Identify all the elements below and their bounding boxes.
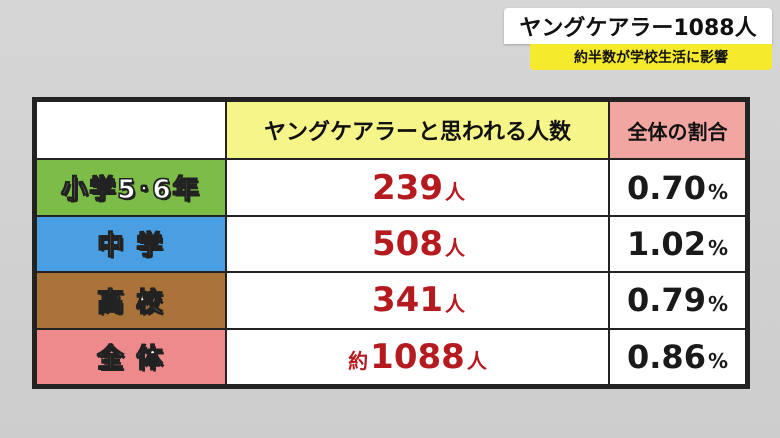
ratio-cell: 0.79%: [608, 271, 747, 330]
count-value: 508: [372, 223, 443, 264]
count-cell: 239 人: [225, 158, 610, 217]
header-ratio-cell: 全体の割合: [608, 99, 747, 161]
row-label: 小学5･6年: [35, 158, 227, 217]
ratio-cell: 1.02%: [608, 214, 747, 274]
ratio-value: 1.02: [627, 224, 706, 263]
caption-subtitle: 約半数が学校生活に影響: [530, 44, 772, 70]
ratio-value: 0.79: [627, 281, 706, 320]
count-cell: 約1088 人: [225, 327, 610, 387]
ratio-unit: %: [707, 235, 728, 260]
header-blank-cell: [35, 99, 227, 161]
table-row: 中 学 508 人 1.02%: [35, 214, 747, 274]
count-value: 239: [372, 167, 443, 208]
data-table-panel: ヤングケアラーと思われる人数 全体の割合 小学5･6年 239 人 0.70% 中…: [32, 97, 750, 389]
young-carer-table: ヤングケアラーと思われる人数 全体の割合 小学5･6年 239 人 0.70% 中…: [35, 99, 747, 387]
row-label: 高 校: [35, 271, 227, 330]
count-unit: 人: [444, 179, 465, 204]
caption-box: ヤングケアラー1088人 約半数が学校生活に影響: [504, 8, 772, 70]
ratio-value: 0.86: [627, 337, 706, 376]
count-unit: 人: [444, 235, 465, 260]
count-value: 1088: [370, 336, 465, 377]
count-unit: 人: [466, 348, 487, 373]
table-row: 小学5･6年 239 人 0.70%: [35, 158, 747, 217]
ratio-cell: 0.86%: [608, 327, 747, 387]
table-row: 高 校 341 人 0.79%: [35, 271, 747, 330]
count-unit: 人: [444, 292, 465, 317]
ratio-unit: %: [707, 348, 728, 373]
row-label: 中 学: [35, 214, 227, 274]
row-label: 全 体: [35, 327, 227, 387]
caption-title: ヤングケアラー1088人: [504, 8, 772, 44]
count-prefix: 約: [348, 348, 369, 373]
ratio-value: 0.70: [627, 168, 706, 207]
table-header-row: ヤングケアラーと思われる人数 全体の割合: [35, 99, 747, 161]
ratio-unit: %: [707, 179, 728, 204]
header-count-cell: ヤングケアラーと思われる人数: [225, 99, 610, 161]
ratio-unit: %: [707, 292, 728, 317]
ratio-cell: 0.70%: [608, 158, 747, 217]
count-value: 341: [372, 280, 443, 321]
count-cell: 508 人: [225, 214, 610, 274]
count-cell: 341 人: [225, 271, 610, 330]
table-row: 全 体 約1088 人 0.86%: [35, 327, 747, 387]
